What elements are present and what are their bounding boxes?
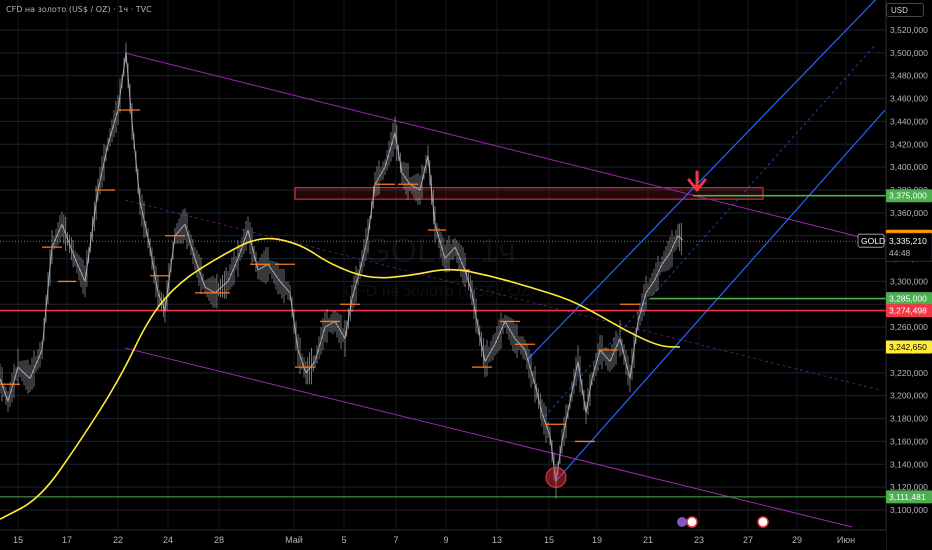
price-tick-label: 3,520,000: [890, 25, 928, 35]
price-tick-label: 3,460,000: [890, 94, 928, 104]
level-price-label-bg: [886, 292, 932, 306]
level-price-label-bg: [886, 304, 932, 318]
level-price-label: 3,375,000: [889, 191, 927, 201]
candle-countdown: 44:48: [889, 248, 911, 258]
indicator-price-label: 3,242,650: [889, 342, 927, 352]
sma-line: [0, 237, 681, 520]
price-tick-label: 3,360,000: [890, 208, 928, 218]
time-axis[interactable]: 15 17 22 24 28 Май 5 7 9 13 15 19 21 23 27 29 Июн: [0, 529, 886, 550]
time-tick-label: 13: [492, 535, 502, 545]
price-tick-label: 3,140,000: [890, 459, 928, 469]
current-price-value: 3,335,210: [889, 236, 927, 246]
price-series: [0, 42, 684, 499]
price-tick-label: 3,440,000: [890, 116, 928, 126]
level-price-label: 3,274,498: [889, 306, 927, 316]
arrow-down-icon[interactable]: [687, 170, 707, 192]
time-tick-label: 15: [544, 535, 554, 545]
price-tick-label: 3,220,000: [890, 368, 928, 378]
time-tick-label: 15: [13, 535, 23, 545]
price-tick-label: 3,420,000: [890, 139, 928, 149]
price-tick-label: 3,500,000: [890, 48, 928, 58]
time-tick-label: 24: [163, 535, 173, 545]
sma-path: [0, 237, 681, 520]
resistance-zone[interactable]: [294, 187, 764, 200]
price-tick-label: 3,100,000: [890, 505, 928, 515]
level-price-label-bg: [886, 490, 932, 504]
time-tick-label: 23: [694, 535, 704, 545]
time-tick-label: 27: [743, 535, 753, 545]
price-axis-labels: 3,375,000 3,285,000 3,274,498 3,111,481 3,33…: [857, 189, 932, 504]
time-tick-label: 21: [643, 535, 653, 545]
annotation-marks[interactable]: [545, 170, 769, 528]
watermark-symbol: GOLD, 1ч: [364, 232, 516, 270]
time-tick-label: 29: [792, 535, 802, 545]
price-tick-label: 3,120,000: [890, 482, 928, 492]
price-axis[interactable]: 3,100,000 3,120,000 3,140,000 3,160,000 3,18…: [885, 0, 932, 550]
level-price-label: 3,285,000: [889, 294, 927, 304]
flag-icon[interactable]: [686, 516, 698, 528]
watermark-description: CFD на золото (US$ / OZ): [344, 283, 535, 300]
price-tick-label: 3,400,000: [890, 162, 928, 172]
time-tick-label: 17: [62, 535, 72, 545]
channel-drawings[interactable]: [124, 0, 886, 528]
chart-header: CFD на золото (US$ / OZ) · 1ч · TVC: [6, 5, 152, 14]
price-tick-label: 3,300,000: [890, 276, 928, 286]
symbol-tag[interactable]: GOLD: [861, 236, 885, 246]
low-highlight-circle[interactable]: [545, 466, 567, 488]
flag-icon[interactable]: [757, 516, 769, 528]
event-icon[interactable]: [677, 517, 687, 527]
price-tick-label: 3,480,000: [890, 71, 928, 81]
indicator-price-label-bg: [886, 340, 932, 354]
price-axis-bg: [886, 0, 932, 550]
time-tick-label: 28: [214, 535, 224, 545]
time-tick-label: Июн: [837, 535, 855, 545]
currency-badge[interactable]: USD: [886, 3, 924, 17]
time-tick-label: 9: [443, 535, 448, 545]
time-tick-label: 7: [393, 535, 398, 545]
ascending-channel-top[interactable]: [526, 0, 885, 361]
watermark: GOLD, 1ч CFD на золото (US$ / OZ): [344, 232, 535, 300]
price-tick-label: 3,180,000: [890, 414, 928, 424]
resistance-zone-box[interactable]: [294, 187, 764, 200]
time-axis-bg: [0, 530, 886, 550]
price-tick-label: 3,200,000: [890, 391, 928, 401]
current-price-box: [885, 232, 932, 262]
symbol-tag-bg: [857, 233, 885, 248]
descending-channel-mid: [124, 199, 881, 391]
descending-channel-top[interactable]: [124, 52, 881, 243]
price-tick-label: 3,260,000: [890, 322, 928, 332]
price-tick-label: 3,160,000: [890, 436, 928, 446]
time-tick-label: Май: [285, 535, 303, 545]
level-price-label-bg: [886, 189, 932, 203]
level-price-label: 3,111,481: [889, 492, 926, 502]
time-tick-label: 22: [113, 535, 123, 545]
time-tick-label: 19: [592, 535, 602, 545]
ascending-channel-bottom[interactable]: [554, 109, 886, 483]
time-tick-label: 5: [341, 535, 346, 545]
